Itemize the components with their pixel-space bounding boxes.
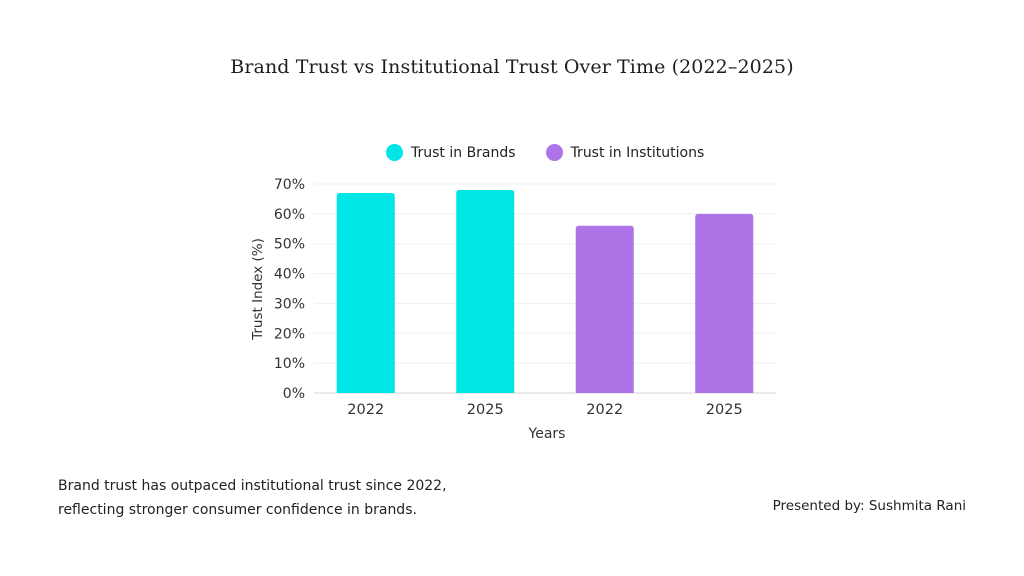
caption-line-1: Brand trust has outpaced institutional t… (58, 478, 447, 494)
y-tick-label: 20% (274, 326, 305, 342)
y-tick-label: 50% (274, 237, 305, 253)
legend-swatch-institutions (545, 144, 563, 161)
y-axis-label: Trust Index (%) (250, 238, 266, 341)
y-tick-label: 30% (274, 296, 305, 312)
caption-line-2: reflecting stronger consumer confidence … (58, 502, 417, 518)
legend-label-institutions: Trust in Institutions (570, 144, 705, 161)
y-tick-label: 60% (274, 207, 305, 223)
y-tick-label: 10% (274, 356, 305, 372)
bar-institutions-2022 (575, 225, 634, 393)
legend-item-institutions: Trust in Institutions (545, 144, 705, 161)
y-tick-label: 70% (274, 177, 305, 193)
x-tick-label: 2025 (706, 402, 743, 418)
x-tick-label: 2022 (586, 402, 623, 418)
presenter-credit: Presented by: Sushmita Rani (772, 498, 966, 514)
x-tick-label: 2025 (467, 402, 504, 418)
chart-caption: Brand trust has outpaced institutional t… (58, 474, 447, 522)
chart-legend: Trust in Brands Trust in Institutions (386, 144, 734, 161)
y-tick-label: 40% (274, 267, 305, 283)
x-axis-label: Years (528, 426, 566, 442)
legend-label-brands: Trust in Brands (411, 144, 516, 161)
x-tick-label: 2022 (347, 402, 384, 418)
chart-title: Brand Trust vs Institutional Trust Over … (230, 56, 794, 78)
legend-item-brands: Trust in Brands (386, 144, 516, 161)
y-tick-label: 0% (283, 386, 305, 402)
legend-swatch-brands (386, 144, 403, 161)
bar-institutions-2025 (695, 213, 754, 393)
bar-brands-2025 (456, 189, 515, 393)
bar-brands-2022 (336, 192, 395, 393)
